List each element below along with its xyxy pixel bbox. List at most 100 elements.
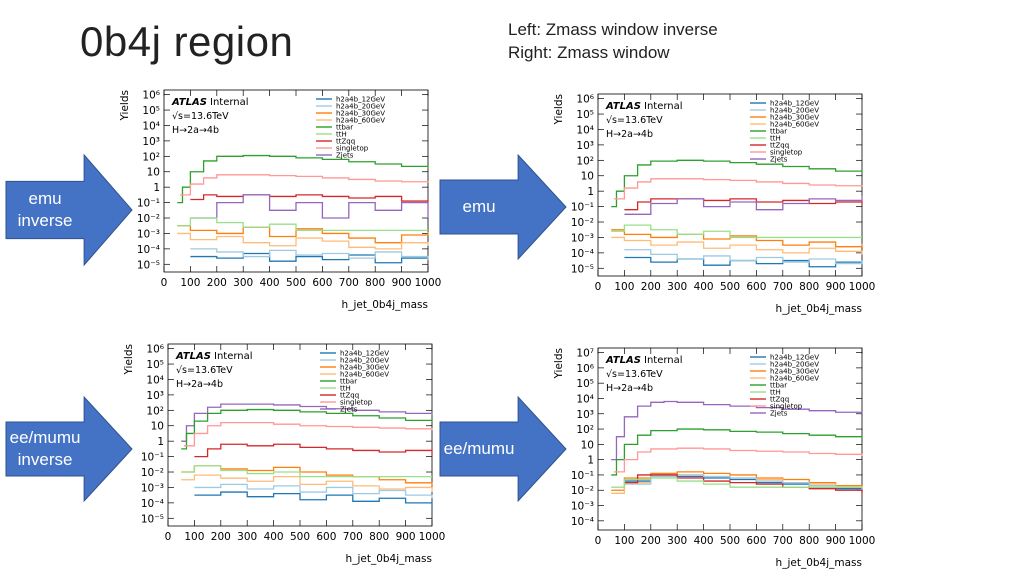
x-tick-label: 300 (233, 277, 253, 289)
x-tick-label: 100 (180, 277, 200, 289)
legend-entry: h2a4b_12GeV (336, 96, 385, 104)
x-tick-label: 1000 (419, 531, 446, 543)
legend-entry: ttZqq (336, 138, 355, 146)
series-ttbar (611, 159, 863, 208)
energy-label: √s=13.6TeV (606, 115, 663, 126)
x-tick-label: 0 (595, 281, 602, 293)
x-tick-label: 1000 (415, 277, 442, 289)
y-tick-label: 10⁻⁴ (571, 248, 594, 260)
internal-label: Internal (644, 355, 683, 366)
legend-entry: h2a4b_30GeV (336, 110, 385, 118)
legend-entry: singletop (770, 149, 803, 157)
series-h2a4b_60GeV (177, 232, 429, 250)
chart-svg: 10⁻⁴ 10⁻³ 10⁻² 10⁻¹ 1 10 10² 10³ 10⁴ 10⁵ 10⁶ 10⁷ 0 10… (553, 348, 875, 569)
x-tick-label: 0 (595, 535, 602, 547)
series-Zjets (181, 403, 433, 442)
series-Zjets (190, 194, 429, 219)
process-label: H→2a→4b (172, 125, 219, 136)
arrow-shape (439, 153, 567, 261)
note-right: Right: Zmass window (508, 43, 670, 62)
series-ttbar (181, 408, 433, 450)
y-tick-label: 10² (142, 151, 160, 163)
arrow-shape (5, 153, 133, 267)
y-axis-label: Yields (553, 94, 565, 125)
x-tick-label: 700 (339, 277, 359, 289)
arrow-body (439, 153, 567, 261)
x-tick-label: 200 (641, 535, 661, 547)
y-tick-label: 10⁻⁴ (141, 498, 164, 510)
y-tick-label: 10⁻⁴ (137, 244, 160, 256)
arrow-shape (5, 395, 133, 503)
legend-entry: Zjets (770, 410, 788, 418)
y-tick-label: 10⁻² (571, 217, 594, 229)
x-tick-label: 500 (720, 535, 740, 547)
x-tick-label: 300 (667, 281, 687, 293)
arrow-body (5, 395, 133, 503)
series-ttbar (611, 428, 863, 476)
y-tick-label: 10⁵ (576, 109, 594, 121)
y-tick-label: 10³ (576, 409, 594, 421)
process-label: H→2a→4b (176, 379, 223, 390)
legend-entry: h2a4b_20GeV (770, 107, 819, 115)
legend-entry: h2a4b_20GeV (770, 361, 819, 369)
x-tick-label: 900 (392, 277, 412, 289)
y-axis-label: Yields (119, 90, 131, 121)
series-h2a4b_20GeV (624, 249, 863, 265)
x-axis-label: h_jet_0b4j_mass (776, 303, 862, 315)
series-ttZqq (194, 443, 433, 458)
legend-entry: ttbar (770, 382, 787, 390)
series-singletop (613, 447, 863, 473)
y-tick-label: 10⁵ (146, 359, 164, 371)
arrow-label: ee/mumu (443, 439, 515, 458)
x-tick-label: 100 (184, 531, 204, 543)
legend-entry: Zjets (770, 156, 788, 164)
y-tick-label: 10⁻¹ (571, 470, 594, 482)
x-axis-label: h_jet_0b4j_mass (346, 553, 432, 565)
x-tick-label: 500 (286, 277, 306, 289)
y-tick-label: 10 (147, 167, 160, 179)
x-tick-label: 0 (161, 277, 168, 289)
process-label: H→2a→4b (606, 383, 653, 394)
y-axis-label: Yields (553, 348, 565, 379)
x-tick-label: 900 (396, 531, 416, 543)
x-tick-label: 600 (312, 277, 332, 289)
series-singletop (183, 422, 433, 447)
legend-entry: h2a4b_60GeV (336, 117, 385, 125)
y-tick-label: 10 (581, 439, 594, 451)
y-tick-label: 10³ (576, 140, 594, 152)
x-axis-label: h_jet_0b4j_mass (342, 299, 428, 311)
legend-entry: h2a4b_30GeV (770, 368, 819, 376)
y-tick-label: 10⁻⁵ (137, 259, 160, 271)
series-Zjets (624, 195, 863, 215)
atlas-label: ATLAS (175, 351, 211, 362)
arrow-body (439, 395, 567, 503)
legend-entry: ttbar (340, 378, 357, 386)
series-h2a4b_12GeV (194, 491, 433, 506)
x-tick-label: 400 (264, 531, 284, 543)
series-singletop (613, 178, 863, 200)
series-h2a4b_20GeV (190, 248, 429, 260)
legend-entry: Zjets (340, 406, 358, 414)
x-tick-label: 300 (237, 531, 257, 543)
x-tick-label: 600 (316, 531, 336, 543)
y-tick-label: 10⁻⁴ (571, 516, 594, 528)
x-tick-label: 900 (826, 281, 846, 293)
series-h2a4b_12GeV (190, 252, 429, 264)
legend-entry: ttH (340, 385, 351, 393)
x-tick-label: 200 (641, 281, 661, 293)
y-tick-label: 10⁻² (571, 485, 594, 497)
series-ttH (611, 224, 862, 239)
note-left: Left: Zmass window inverse (508, 20, 718, 39)
x-tick-label: 800 (799, 281, 819, 293)
y-tick-label: 10⁻³ (571, 501, 594, 513)
atlas-label: ATLAS (605, 101, 641, 112)
y-tick-label: 1 (587, 455, 594, 467)
energy-label: √s=13.6TeV (606, 369, 663, 380)
arrow-ee-mumu: ee/mumu (439, 395, 567, 503)
legend-entry: ttbar (770, 128, 787, 136)
internal-label: Internal (210, 97, 249, 108)
x-tick-label: 100 (614, 281, 634, 293)
x-tick-label: 300 (667, 535, 687, 547)
page-title: 0b4j region (80, 18, 294, 65)
